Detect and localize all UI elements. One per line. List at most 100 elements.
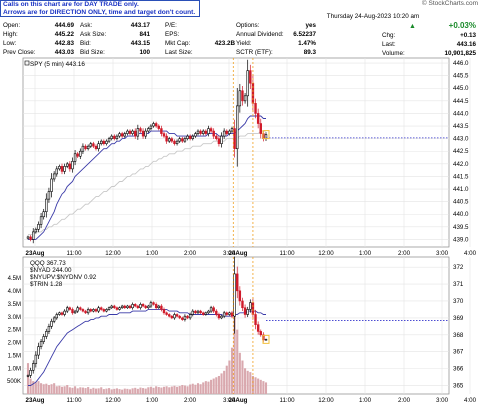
sctr-value: 89.3 (304, 49, 317, 56)
down-candle (136, 305, 140, 309)
down-candle (92, 143, 95, 147)
down-candle (60, 312, 64, 315)
volume-bar (108, 388, 111, 394)
fast-moving-average-line (28, 308, 266, 386)
volume-bar (84, 388, 87, 394)
up-candle (118, 307, 121, 310)
down-candle (243, 307, 247, 315)
volume-bar (34, 382, 37, 394)
up-candle (37, 346, 40, 356)
down-candle (170, 315, 174, 319)
volume-bar (176, 386, 179, 394)
up-candle (246, 70, 249, 97)
chg-label: Chg: (382, 32, 396, 39)
down-candle (60, 166, 64, 172)
x-tick-label: 4:00 (464, 397, 477, 404)
x-tick-label: 12:00 (105, 397, 121, 404)
up-candle (107, 307, 111, 310)
spy-legend: SPY (5 min) 443.16 (30, 61, 85, 68)
last-size-label: Last Size: (165, 49, 193, 56)
volume-label: Volume: (382, 50, 405, 57)
volume-bar (186, 386, 189, 394)
x-tick-label: 2:00 (398, 250, 411, 257)
up-candle (107, 138, 111, 142)
up-candle (204, 312, 208, 315)
volume-bar (60, 386, 64, 394)
up-candle (86, 309, 90, 314)
volume-bar (97, 388, 100, 394)
down-candle (84, 310, 87, 314)
down-candle (94, 309, 98, 312)
up-candle (32, 363, 35, 371)
eps-label: EPS: (165, 31, 180, 38)
up-candle (126, 130, 129, 134)
down-candle (212, 307, 215, 312)
x-tick-label: 1:00 (146, 397, 159, 404)
down-candle (141, 130, 145, 137)
volume-bar (207, 381, 210, 394)
bid-label: Bid: (80, 40, 91, 47)
x-tick-label: 1:00 (146, 250, 159, 257)
up-candle (126, 305, 129, 309)
volume-bar (168, 387, 171, 394)
spy-grid (23, 58, 471, 247)
high-label: High: (3, 31, 18, 38)
ask-label: Ask: (80, 22, 92, 29)
down-candle (259, 123, 262, 134)
up-candle (220, 315, 223, 319)
yield-label: Yield: (236, 40, 252, 47)
y-tick-label: 441.5 (453, 173, 469, 180)
y-tick-label: 371 (453, 281, 464, 288)
y-tick-label: 446.0 (453, 60, 469, 67)
up-candle (238, 90, 242, 107)
annual-dividend-value: 6.52237 (293, 31, 316, 38)
up-candle (45, 331, 48, 337)
down-candle (199, 130, 202, 134)
yield-value: 1.47% (298, 40, 316, 47)
volume-bar (149, 386, 152, 394)
volume-bar (131, 388, 134, 394)
volume-bar (191, 383, 194, 394)
up-candle (66, 307, 69, 312)
volume-bar (246, 370, 249, 394)
x-tick-label: 3:00 (223, 250, 236, 257)
up-candle (39, 341, 43, 347)
y-tick-label: 440.0 (453, 211, 469, 218)
qqq-marks (26, 256, 449, 394)
up-candle (191, 135, 194, 139)
down-candle (68, 163, 72, 170)
volume-bar (215, 377, 218, 394)
y-tick-label: 445.0 (453, 85, 469, 92)
x-tick-label: 4:00 (464, 250, 477, 257)
volume-bar (230, 347, 234, 394)
up-candle (144, 130, 147, 137)
x-tick-label: 11:00 (279, 250, 295, 257)
volume-bar (45, 383, 48, 394)
x-tick-label: 12:00 (105, 250, 121, 257)
qqq-y-axis: 365 366 367 368 369 370 371 372 (453, 264, 464, 389)
y-tick-label: 439.5 (453, 224, 469, 231)
volume-bar (241, 360, 244, 394)
volume-bar (50, 384, 53, 394)
down-candle (84, 145, 87, 150)
down-candle (154, 123, 158, 127)
up-candle (97, 143, 100, 150)
stockcharts-credit: © StockCharts.com (421, 0, 478, 7)
x-tick-label: 2:00 (184, 397, 197, 404)
qqq-volume-bars (26, 280, 268, 394)
down-candle (249, 70, 252, 84)
down-candle (256, 113, 260, 124)
volume-bar (89, 388, 92, 394)
down-candle (157, 125, 160, 129)
x-tick-label: 11:00 (279, 397, 295, 404)
down-candle (204, 130, 208, 134)
up-candle (66, 163, 69, 167)
volume-tick-label: 2.0M (8, 341, 21, 347)
date-time: Thursday 24-Aug-2023 10:20 am (327, 13, 419, 20)
up-candle (207, 128, 210, 134)
down-candle (128, 305, 132, 309)
volume-bar (113, 388, 116, 394)
volume-bar (128, 389, 132, 394)
